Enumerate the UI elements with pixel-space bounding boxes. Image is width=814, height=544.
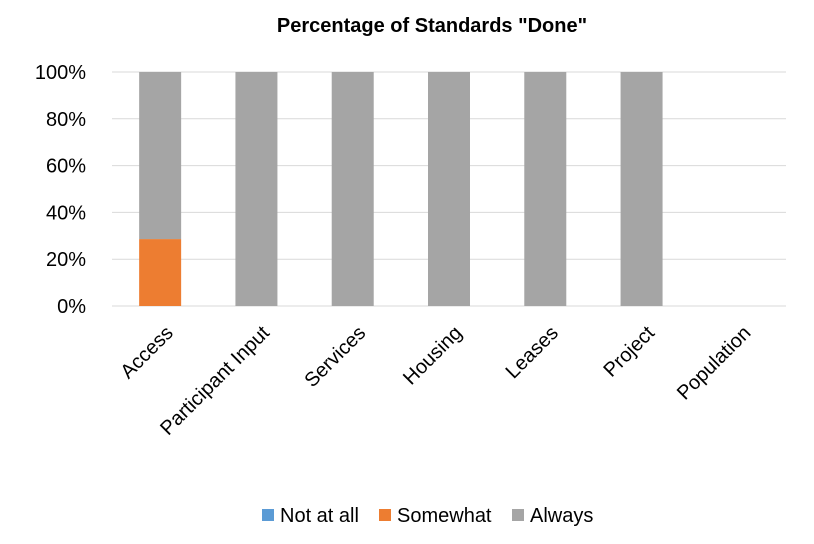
legend-item: Somewhat bbox=[379, 505, 492, 527]
chart-title: Percentage of Standards "Done" bbox=[277, 15, 587, 37]
x-tick-label: Project bbox=[600, 322, 660, 382]
legend-swatch bbox=[512, 509, 524, 521]
y-tick-label: 40% bbox=[46, 202, 86, 224]
legend-label: Not at all bbox=[280, 505, 359, 527]
legend: Not at all Somewhat Always bbox=[262, 505, 593, 527]
y-axis-ticks: 0% 20% 40% 60% 80% 100% bbox=[35, 62, 86, 318]
legend-swatch bbox=[262, 509, 274, 521]
bar-segment bbox=[428, 72, 470, 306]
legend-label: Always bbox=[530, 505, 593, 527]
bars bbox=[139, 72, 663, 306]
legend-item: Not at all bbox=[262, 505, 359, 527]
x-tick-label: Housing bbox=[399, 322, 466, 389]
legend-item: Always bbox=[512, 505, 593, 527]
y-tick-label: 80% bbox=[46, 109, 86, 131]
legend-label: Somewhat bbox=[397, 505, 492, 527]
bar-segment bbox=[139, 72, 182, 240]
bar-segment bbox=[331, 72, 374, 306]
bar-segment bbox=[235, 72, 278, 306]
x-tick-label: Services bbox=[300, 322, 370, 392]
bar-segment bbox=[524, 72, 567, 306]
x-tick-label: Leases bbox=[502, 322, 563, 383]
bar-segment bbox=[620, 72, 663, 306]
y-tick-label: 20% bbox=[46, 249, 86, 271]
x-tick-label: Access bbox=[117, 322, 178, 383]
bar-segment bbox=[139, 239, 182, 306]
legend-swatch bbox=[379, 509, 391, 521]
x-tick-label: Population bbox=[673, 322, 755, 404]
y-tick-label: 60% bbox=[46, 156, 86, 178]
y-tick-label: 100% bbox=[35, 62, 86, 84]
y-tick-label: 0% bbox=[57, 296, 86, 318]
